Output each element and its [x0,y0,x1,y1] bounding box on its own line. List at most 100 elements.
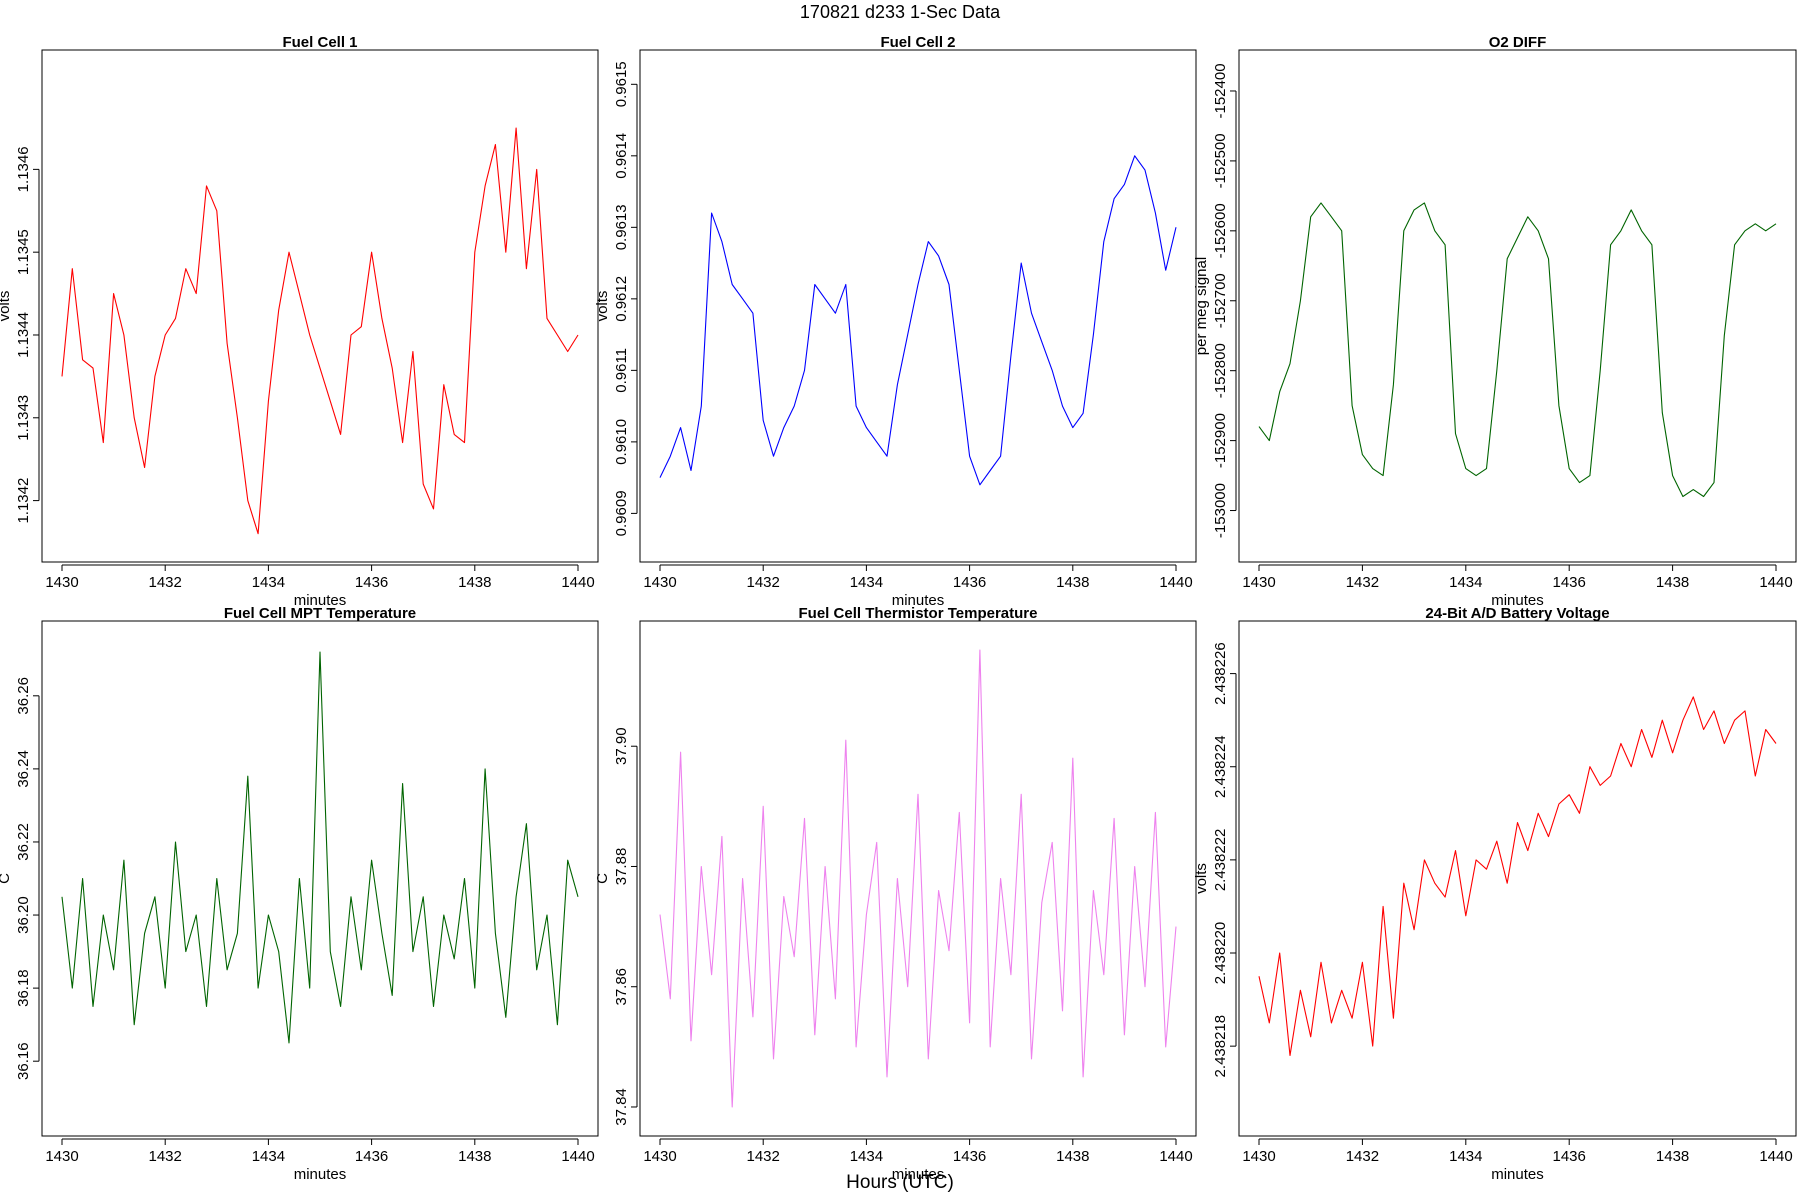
x-axis-label: minutes [892,592,945,609]
y-axis-label: C [594,873,611,884]
chart-title: Fuel Cell MPT Temperature [224,605,416,622]
y-tick-label: 36.22 [15,823,32,861]
y-tick-label: -152700 [1212,273,1229,328]
x-tick-label: 1440 [1159,1148,1192,1165]
y-axis-label: volts [594,291,611,322]
y-tick-label: 36.18 [15,969,32,1007]
chart-title: Fuel Cell Thermistor Temperature [799,605,1038,622]
x-tick-label: 1430 [45,574,78,591]
x-tick-label: 1438 [1056,574,1089,591]
y-tick-label: 2.438220 [1212,922,1229,985]
y-tick-label: -152400 [1212,63,1229,118]
x-tick-label: 1440 [1759,1148,1792,1165]
plot-frame [639,49,1197,563]
y-tick-label: 1.1344 [15,312,32,358]
x-tick-label: 1434 [850,1148,883,1165]
x-tick-label: 1432 [1346,574,1379,591]
y-tick-label: 2.438226 [1212,642,1229,705]
series-line [659,649,1177,1108]
y-tick-label: -152500 [1212,133,1229,188]
x-tick-label: 1438 [458,1148,491,1165]
series-line [1258,202,1777,498]
y-tick-label: 1.1343 [15,395,32,441]
y-tick-label: 36.26 [15,677,32,715]
y-tick-label: 36.24 [15,750,32,788]
x-tick-label: 1430 [1242,1148,1275,1165]
plot-frame [41,49,599,563]
y-tick-label: -152900 [1212,413,1229,468]
x-tick-label: 1432 [149,574,182,591]
chart-panel-3: O2 DIFF 1430 1432 1434 1436 1438 1440 minutes -1… [1193,34,1797,609]
x-tick-label: 1430 [643,574,676,591]
y-tick-label: 36.20 [15,896,32,934]
y-tick-label: 1.1345 [15,229,32,275]
y-tick-label: 2.438218 [1212,1015,1229,1078]
y-tick-label: 1.1342 [15,478,32,524]
y-axis-label: volts [0,291,13,322]
x-tick-label: 1430 [45,1148,78,1165]
x-tick-label: 1432 [1346,1148,1379,1165]
y-tick-label: 1.1346 [15,146,32,192]
chart-panel-4: Fuel Cell MPT Temperature 1430 1432 1434 143… [0,605,599,1183]
y-axis-label: per meg signal [1193,257,1210,355]
series-line [61,127,579,535]
x-tick-label: 1436 [355,1148,388,1165]
y-tick-label: 0.9614 [613,133,630,179]
chart-panel-1: Fuel Cell 1 1430 1432 1434 1436 1438 1440 minut… [0,34,599,609]
x-tick-label: 1432 [747,574,780,591]
x-axis-label: minutes [892,1166,945,1183]
chart-panel-2: Fuel Cell 2 1430 1432 1434 1436 1438 1440 minut… [594,34,1197,609]
x-tick-label: 1434 [1449,574,1482,591]
y-tick-label: -152800 [1212,343,1229,398]
x-tick-label: 1434 [1449,1148,1482,1165]
x-tick-label: 1440 [1759,574,1792,591]
x-tick-label: 1440 [561,1148,594,1165]
x-axis-label: minutes [294,592,347,609]
y-tick-label: 36.16 [15,1042,32,1080]
y-tick-label: 0.9609 [613,490,630,536]
y-tick-label: 37.90 [613,727,630,765]
y-tick-label: -153000 [1212,483,1229,538]
y-tick-label: 0.9613 [613,204,630,250]
chart-panel-6: 24-Bit A/D Battery Voltage 1430 1432 1434 14… [1193,605,1797,1183]
x-axis-label: minutes [1491,592,1544,609]
y-tick-label: 0.9615 [613,61,630,107]
x-axis-label: minutes [1491,1166,1544,1183]
chart-title: Fuel Cell 1 [282,34,357,51]
series-line [1258,696,1777,1057]
x-tick-label: 1436 [953,574,986,591]
plot-frame [1238,620,1797,1137]
plot-frame [41,620,599,1137]
chart-title: O2 DIFF [1489,34,1547,51]
y-tick-label: 0.9611 [613,348,630,393]
y-tick-label: 37.84 [613,1088,630,1126]
x-tick-label: 1438 [1656,1148,1689,1165]
y-tick-label: -152600 [1212,203,1229,258]
plot-frame [639,620,1197,1137]
x-tick-label: 1434 [252,1148,285,1165]
x-tick-label: 1432 [149,1148,182,1165]
x-tick-label: 1436 [1553,574,1586,591]
chart-title: 24-Bit A/D Battery Voltage [1425,605,1609,622]
x-tick-label: 1438 [1656,574,1689,591]
y-tick-label: 2.438224 [1212,735,1229,798]
y-axis-label: volts [1193,863,1210,894]
x-tick-label: 1440 [561,574,594,591]
series-line [61,651,579,1044]
y-tick-label: 0.9612 [613,276,630,322]
figure-title: 170821 d233 1-Sec Data [800,2,1001,22]
figure-bottom-label: Hours (UTC) [846,1172,954,1193]
chart-title: Fuel Cell 2 [880,34,955,51]
x-tick-label: 1430 [643,1148,676,1165]
x-tick-label: 1430 [1242,574,1275,591]
x-tick-label: 1436 [355,574,388,591]
x-tick-label: 1438 [458,574,491,591]
x-tick-label: 1434 [252,574,285,591]
y-axis-label: C [0,873,13,884]
x-tick-label: 1438 [1056,1148,1089,1165]
y-tick-label: 37.86 [613,968,630,1006]
x-tick-label: 1434 [850,574,883,591]
series-line [659,155,1177,486]
x-tick-label: 1436 [1553,1148,1586,1165]
x-tick-label: 1432 [747,1148,780,1165]
